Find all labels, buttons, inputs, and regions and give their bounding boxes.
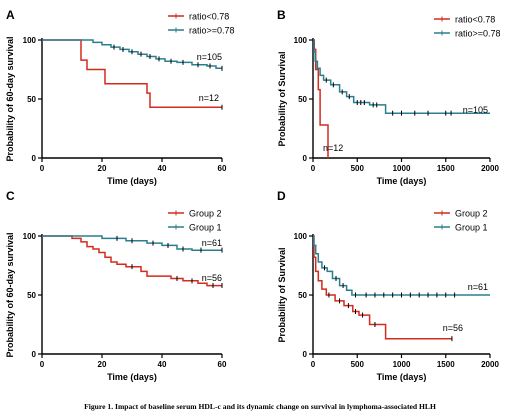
chart-panel-a: A 0 20 40 60 0 50 100 Time (days) Probability of … bbox=[5, 8, 235, 186]
x-tick-label: 0 bbox=[311, 164, 316, 173]
chart-panel-c: C 0 20 40 60 0 50 100 Time (days) Probability of … bbox=[5, 189, 227, 382]
x-tick-label: 20 bbox=[98, 360, 107, 369]
x-axis-label: Time (days) bbox=[107, 372, 157, 382]
y-tick-label: 50 bbox=[298, 95, 307, 104]
panel-label: A bbox=[6, 8, 15, 22]
y-tick-label: 50 bbox=[27, 291, 36, 300]
y-axis-label: Probability of 60-day survival bbox=[5, 232, 15, 357]
y-tick-label: 0 bbox=[303, 154, 308, 163]
panel-label: C bbox=[6, 189, 15, 203]
series-annotation: n=105 bbox=[463, 105, 488, 115]
y-tick-label: 0 bbox=[303, 350, 308, 359]
series-line bbox=[313, 235, 452, 340]
series-annotation: n=12 bbox=[323, 143, 343, 153]
figure-caption: Figure 1. Impact of baseline serum HDL-c… bbox=[84, 402, 436, 411]
y-tick-label: 100 bbox=[23, 36, 37, 45]
x-tick-label: 40 bbox=[158, 360, 167, 369]
legend-label: ratio<0.78 bbox=[189, 12, 229, 22]
y-axis-label: Probability of Survival bbox=[277, 51, 287, 146]
x-tick-label: 60 bbox=[218, 164, 227, 173]
x-tick-label: 2000 bbox=[481, 360, 499, 369]
y-tick-label: 0 bbox=[32, 154, 37, 163]
series-annotation: n=56 bbox=[202, 273, 222, 283]
x-axis-label: Time (days) bbox=[377, 176, 427, 186]
series-line bbox=[313, 235, 490, 296]
x-tick-label: 1000 bbox=[393, 164, 411, 173]
y-tick-label: 50 bbox=[298, 291, 307, 300]
series-annotation: n=61 bbox=[202, 238, 222, 248]
x-tick-label: 0 bbox=[40, 360, 45, 369]
series-line bbox=[42, 39, 222, 70]
x-tick-label: 2000 bbox=[481, 164, 499, 173]
series-line bbox=[42, 235, 222, 251]
x-tick-label: 500 bbox=[351, 164, 365, 173]
chart-panel-d: D 0 500 1000 1500 2000 0 50 100 Time (days) Probab… bbox=[277, 189, 499, 382]
series-annotation: n=61 bbox=[468, 282, 488, 292]
series-annotation: n=105 bbox=[197, 52, 222, 62]
panel-label: D bbox=[277, 189, 286, 203]
legend-label: Group 2 bbox=[189, 209, 222, 219]
x-tick-label: 60 bbox=[218, 360, 227, 369]
y-tick-label: 0 bbox=[32, 350, 37, 359]
y-tick-label: 100 bbox=[23, 232, 37, 241]
x-tick-label: 0 bbox=[40, 164, 45, 173]
series-line bbox=[42, 39, 222, 109]
x-axis-label: Time (days) bbox=[107, 176, 157, 186]
legend-label: Group 2 bbox=[455, 209, 488, 219]
x-tick-label: 1500 bbox=[437, 360, 455, 369]
legend-label: Group 1 bbox=[455, 223, 488, 233]
x-tick-label: 1500 bbox=[437, 164, 455, 173]
x-tick-label: 20 bbox=[98, 164, 107, 173]
y-axis-label: Probability of 60-day survival bbox=[5, 36, 15, 161]
panel-label: B bbox=[277, 8, 286, 22]
legend-label: ratio>=0.78 bbox=[455, 29, 501, 39]
x-tick-label: 40 bbox=[158, 164, 167, 173]
legend-label: ratio>=0.78 bbox=[189, 26, 235, 36]
legend-label: ratio<0.78 bbox=[455, 15, 495, 25]
x-tick-label: 500 bbox=[351, 360, 365, 369]
x-tick-label: 0 bbox=[311, 360, 316, 369]
legend-label: Group 1 bbox=[189, 223, 222, 233]
y-axis-label: Probability of Survival bbox=[277, 247, 287, 342]
x-tick-label: 1000 bbox=[393, 360, 411, 369]
y-tick-label: 100 bbox=[294, 36, 308, 45]
y-tick-label: 50 bbox=[27, 95, 36, 104]
series-line bbox=[42, 235, 222, 287]
series-annotation: n=12 bbox=[199, 93, 219, 103]
series-line bbox=[313, 39, 490, 114]
chart-panel-b: B 0 500 1000 1500 2000 0 50 100 Time (days) Probab… bbox=[277, 8, 501, 186]
series-annotation: n=56 bbox=[443, 323, 463, 333]
x-axis-label: Time (days) bbox=[377, 372, 427, 382]
y-tick-label: 100 bbox=[294, 232, 308, 241]
